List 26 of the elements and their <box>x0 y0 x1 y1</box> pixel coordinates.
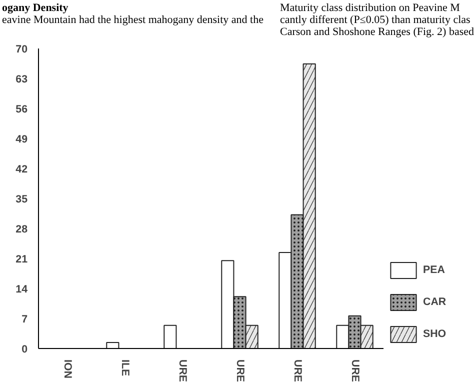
x-tick-label: URE <box>291 360 304 382</box>
y-tick-label: 0 <box>22 344 28 356</box>
x-tick-label: URE <box>234 360 246 382</box>
y-tick-label: 42 <box>16 164 28 176</box>
legend-label: CAR <box>423 296 446 308</box>
y-tick-label: 70 <box>16 44 28 56</box>
y-tick-label: 63 <box>16 74 28 86</box>
y-tick-label: 7 <box>22 314 28 326</box>
x-tick-label: ILE <box>118 360 131 376</box>
bar <box>106 342 120 348</box>
text: cantly different (P≤0.05) than maturity clas <box>280 14 470 26</box>
legend-label: PEA <box>423 264 445 276</box>
y-tick-label: 56 <box>16 104 28 116</box>
text: ogany Density <box>2 2 68 14</box>
x-tick-label: ION <box>61 360 74 378</box>
y-tick-label: 14 <box>16 284 28 296</box>
y-tick-label: 28 <box>16 224 28 236</box>
x-tick-label: URE <box>348 360 361 382</box>
text: Maturity class distribution on Peavine M <box>280 2 460 14</box>
y-tick-label: 49 <box>16 134 28 146</box>
bar <box>164 324 177 348</box>
y-tick-label: 21 <box>16 254 28 266</box>
x-tick-label: URE <box>176 360 188 382</box>
y-tick-label: 35 <box>16 194 28 206</box>
text: Carson and Shoshone Ranges (Fig. 2) based <box>280 26 474 38</box>
legend-label: SHO <box>423 328 446 340</box>
